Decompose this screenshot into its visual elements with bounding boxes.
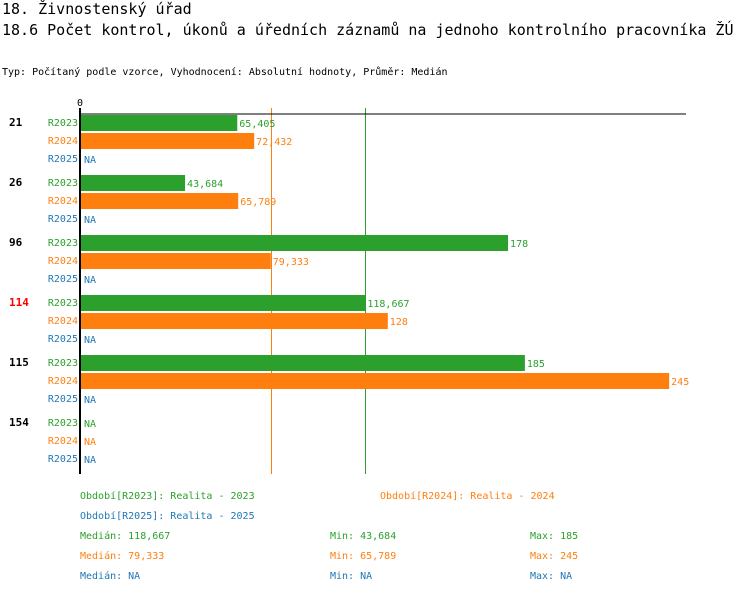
zero-tick-label: 0 [77, 98, 83, 109]
bar-r2023 [80, 115, 238, 131]
series-row-label: R2025 [48, 154, 78, 165]
bar-r2024 [80, 193, 239, 209]
bar-r2023 [80, 295, 366, 311]
series-row-label: R2025 [48, 454, 78, 465]
series-row-label: R2023 [48, 298, 78, 309]
bar-r2024 [80, 133, 255, 149]
bar-r2023 [80, 235, 509, 251]
series-row-label: R2024 [48, 316, 78, 327]
chart-subtitle: Typ: Počítaný podle vzorce, Vyhodnocení:… [2, 67, 448, 78]
bar-value-label: NA [84, 335, 96, 346]
stat-min: Min: 65,789 [330, 551, 396, 562]
stat-min: Min: 43,684 [330, 531, 396, 542]
group-label: 114 [9, 296, 29, 309]
bar-value-label: NA [84, 275, 96, 286]
bar-value-label: NA [84, 419, 96, 430]
bar-r2023 [80, 175, 186, 191]
series-row-label: R2024 [48, 136, 78, 147]
bar-value-label: 185 [527, 359, 545, 370]
series-row-label: R2023 [48, 418, 78, 429]
group-label: 26 [9, 176, 23, 189]
bar-value-label: 72,432 [256, 137, 292, 148]
rows: 21 R2023 65,405 R2024 72,432 R2025 NA 26 R2023 43… [9, 116, 689, 466]
legend-period-r2025: Období[R2025]: Realita - 2025 [80, 510, 255, 522]
series-row-label: R2024 [48, 436, 78, 447]
bar-value-label: NA [84, 215, 96, 226]
bar-value-label: 43,684 [187, 179, 223, 190]
bar-value-label: 79,333 [273, 257, 309, 268]
series-row-label: R2024 [48, 196, 78, 207]
stat-max: Max: 245 [530, 551, 578, 562]
legend: Období[R2023]: Realita - 2023 Období[R202… [80, 490, 578, 582]
page-title: 18. Živnostenský úřad [2, 0, 192, 18]
bar-r2024 [80, 313, 388, 329]
bar-value-label: 65,789 [240, 197, 276, 208]
series-row-label: R2025 [48, 394, 78, 405]
bar-value-label: NA [84, 395, 96, 406]
series-row-label: R2023 [48, 178, 78, 189]
stat-max: Max: NA [530, 571, 572, 582]
median-lines [271, 108, 366, 474]
series-row-label: R2025 [48, 214, 78, 225]
series-row-label: R2025 [48, 274, 78, 285]
series-row-label: R2023 [48, 118, 78, 129]
group-label: 154 [9, 416, 29, 429]
bar-r2024 [80, 253, 271, 269]
legend-period-r2024: Období[R2024]: Realita - 2024 [380, 490, 555, 502]
bar-r2024 [80, 373, 670, 389]
group-label: 115 [9, 356, 29, 369]
series-row-label: R2023 [48, 238, 78, 249]
stat-median: Medián: NA [80, 570, 140, 582]
group-label: 21 [9, 116, 23, 129]
bars [80, 115, 670, 389]
series-row-label: R2024 [48, 376, 78, 387]
group-label: 96 [9, 236, 23, 249]
stat-median: Medián: 79,333 [80, 550, 164, 562]
bar-value-label: NA [84, 437, 96, 448]
bar-value-label: 65,405 [239, 119, 275, 130]
bar-value-label: NA [84, 155, 96, 166]
chart-title: 18.6 Počet kontrol, úkonů a úředních záz… [2, 21, 734, 39]
stat-max: Max: 185 [530, 531, 578, 542]
stat-min: Min: NA [330, 571, 372, 582]
bar-r2023 [80, 355, 525, 371]
legend-period-r2023: Období[R2023]: Realita - 2023 [80, 490, 255, 502]
series-row-label: R2025 [48, 334, 78, 345]
bar-value-label: 245 [671, 377, 689, 388]
series-row-label: R2024 [48, 256, 78, 267]
stat-median: Medián: 118,667 [80, 530, 170, 542]
bar-value-label: 178 [510, 239, 528, 250]
series-row-label: R2023 [48, 358, 78, 369]
bar-value-label: 128 [390, 317, 408, 328]
bar-value-label: 118,667 [367, 299, 409, 310]
bar-value-label: NA [84, 455, 96, 466]
